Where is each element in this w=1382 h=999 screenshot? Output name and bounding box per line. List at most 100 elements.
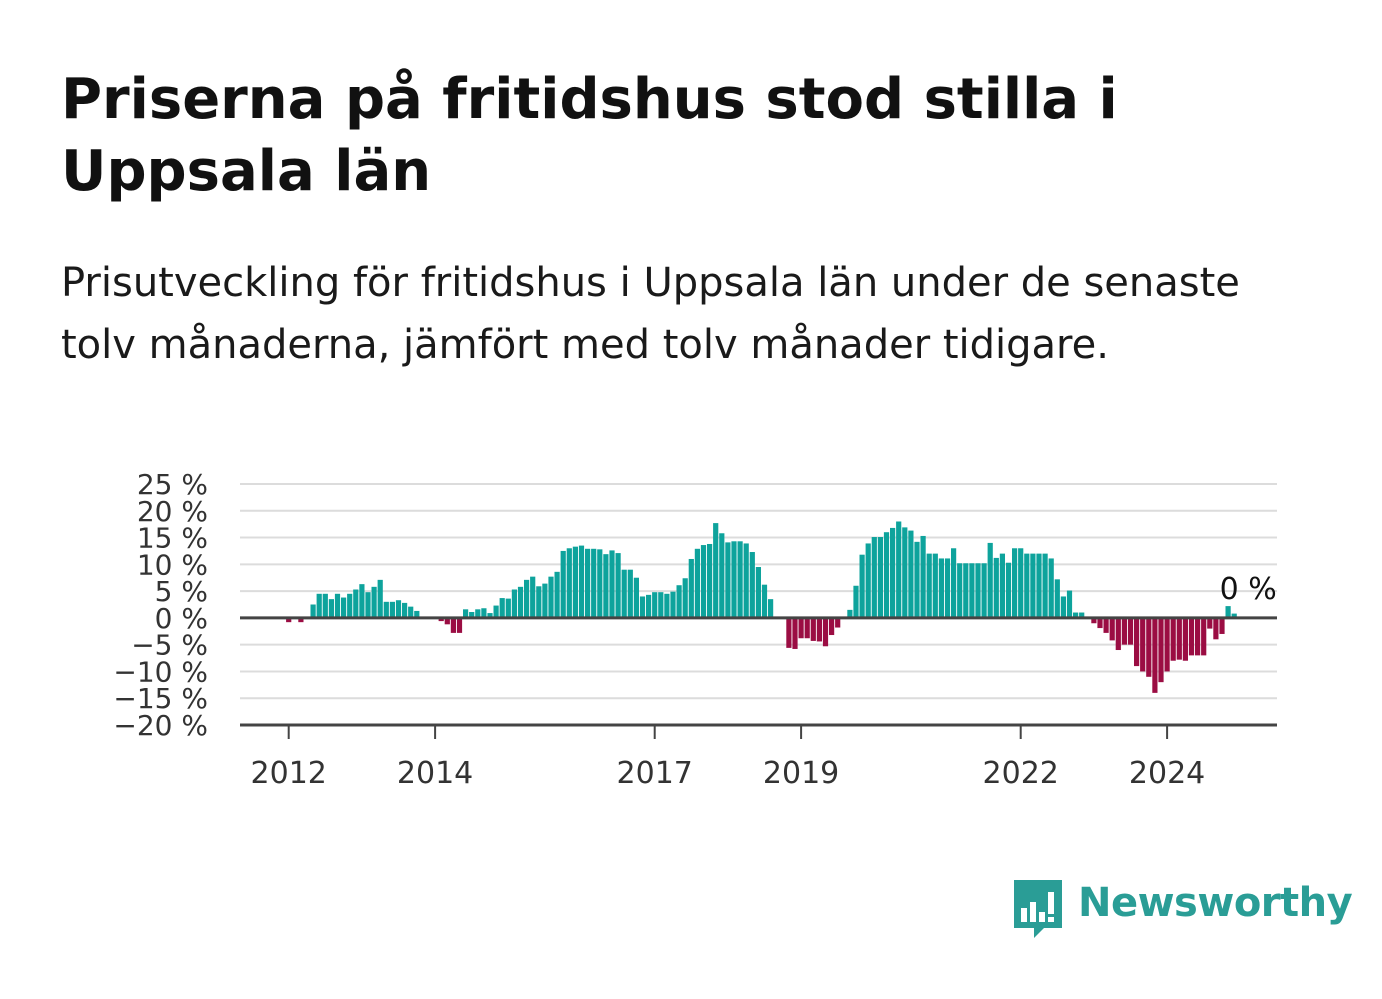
bars: [280, 521, 1237, 693]
bar: [938, 558, 944, 618]
chart-title: Priserna på fritidshus stod stilla i Upp…: [61, 67, 1118, 204]
bar: [890, 527, 896, 618]
bar: [743, 543, 749, 618]
bar: [1140, 617, 1146, 672]
bar: [578, 545, 585, 618]
bar: [920, 535, 926, 618]
bar: [926, 553, 932, 618]
bar: [987, 542, 993, 618]
bar: [1005, 562, 1012, 618]
bar-chart: 25 %20 %15 %10 %5 %0 %−5 %−10 %−15 %−20 …: [113, 468, 1277, 791]
bar: [975, 563, 981, 618]
bar: [1158, 617, 1164, 683]
bar: [707, 543, 713, 618]
bar: [603, 554, 609, 618]
bar: [463, 609, 469, 618]
bar: [761, 584, 768, 618]
bar: [1176, 617, 1182, 660]
bar: [981, 563, 987, 618]
bar: [713, 523, 719, 618]
bar: [1036, 553, 1042, 618]
bar: [957, 563, 963, 618]
last-value-label: 0 %: [1220, 572, 1277, 607]
bar: [456, 617, 463, 633]
bar: [621, 569, 627, 618]
bar: [1079, 612, 1085, 618]
bar: [1195, 617, 1201, 656]
bar: [896, 521, 902, 618]
bar: [969, 563, 975, 618]
bar: [749, 552, 755, 618]
bar: [1225, 606, 1231, 618]
bar: [1152, 617, 1158, 693]
bar: [664, 593, 670, 618]
bar: [395, 600, 402, 618]
bar: [731, 541, 737, 618]
bar: [609, 550, 615, 618]
bar: [1103, 617, 1109, 633]
bar: [871, 537, 877, 618]
bar: [1054, 579, 1060, 618]
y-tick-label: 10 %: [137, 548, 208, 581]
bar: [286, 617, 292, 623]
bar: [377, 579, 383, 618]
bar: [670, 591, 676, 618]
bar: [847, 609, 853, 618]
bar: [902, 527, 908, 618]
y-tick-label: 15 %: [137, 522, 208, 555]
bar: [1042, 553, 1048, 618]
bar: [1182, 617, 1188, 661]
bar: [353, 589, 359, 618]
bar: [829, 617, 835, 636]
bar: [963, 563, 969, 618]
bar: [1201, 617, 1207, 656]
bar: [334, 593, 341, 618]
bar: [804, 617, 810, 639]
bar: [908, 530, 914, 618]
bar: [1066, 590, 1073, 618]
bar: [700, 545, 707, 618]
bar: [822, 617, 829, 647]
bar: [951, 548, 957, 618]
y-tick-label: −10 %: [113, 655, 208, 688]
bar: [591, 548, 597, 618]
bar: [359, 584, 365, 618]
bar: [1127, 617, 1134, 645]
bar: [694, 548, 700, 618]
bar: [810, 617, 816, 641]
bar: [316, 593, 322, 618]
bar: [450, 617, 456, 633]
x-tick-label: 2017: [617, 756, 693, 791]
bar: [408, 606, 414, 618]
bar: [688, 558, 694, 618]
bar: [548, 576, 554, 618]
bar: [792, 617, 798, 649]
bar: [755, 567, 761, 618]
bar: [1109, 617, 1115, 641]
x-tick-label: 2019: [763, 756, 839, 791]
bar: [1121, 617, 1127, 645]
newsworthy-logo: Newsworthy: [1010, 878, 1353, 942]
bar: [542, 583, 548, 618]
bar: [365, 592, 371, 618]
bar-chart-speech-bubble-icon: [1014, 880, 1062, 938]
bar: [877, 537, 883, 618]
bar: [1018, 548, 1024, 618]
bar: [737, 541, 743, 618]
bar: [505, 598, 511, 618]
bar: [1012, 548, 1018, 618]
y-tick-label: 5 %: [155, 575, 208, 608]
bar: [371, 586, 377, 618]
bar: [853, 585, 859, 618]
bar: [585, 548, 591, 618]
bar: [444, 617, 450, 625]
bar: [1188, 617, 1195, 656]
bar: [835, 617, 841, 628]
y-axis-ticks: 25 %20 %15 %10 %5 %0 %−5 %−10 %−15 %−20 …: [113, 468, 208, 742]
bar: [1060, 596, 1066, 618]
bar: [1134, 617, 1140, 667]
bar: [1231, 613, 1237, 618]
bar: [487, 613, 493, 618]
bar: [1073, 612, 1079, 618]
brand-name: Newsworthy: [1078, 880, 1353, 926]
